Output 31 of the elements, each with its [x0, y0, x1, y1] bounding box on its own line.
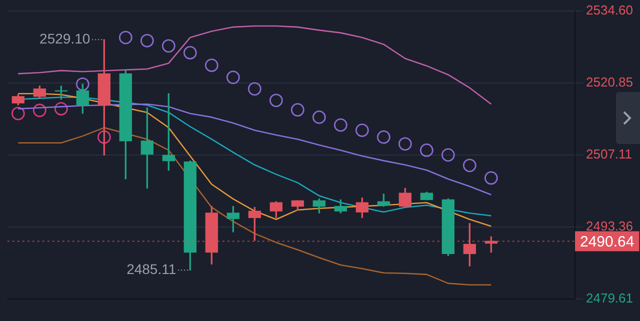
point [32, 104, 46, 118]
point [76, 77, 90, 91]
point [140, 34, 154, 48]
point [183, 46, 197, 60]
point [204, 58, 218, 72]
point [484, 171, 498, 185]
point [420, 144, 434, 157]
point [334, 118, 348, 132]
point [226, 70, 240, 84]
point [269, 94, 283, 108]
y-tick-label: 2479.61 [586, 290, 633, 306]
point [441, 148, 455, 162]
point [398, 137, 412, 151]
point [118, 30, 132, 44]
point [162, 39, 176, 53]
point [312, 110, 326, 124]
point [290, 103, 304, 117]
y-tick-label: 2520.85 [586, 74, 633, 90]
point [54, 102, 68, 116]
point [11, 106, 25, 120]
ref-line-label: 2490.64 [580, 233, 634, 250]
point [97, 130, 111, 144]
point [248, 82, 262, 96]
point [376, 130, 390, 144]
point [462, 158, 476, 172]
y-tick-label: 2507.11 [586, 146, 632, 162]
point [355, 124, 369, 137]
y-tick-label: 2534.60 [586, 2, 633, 18]
y-tick-label: 2493.36 [586, 218, 633, 234]
annotation: 2529.10 [40, 30, 90, 46]
annotation: 2485.11 [126, 261, 176, 278]
